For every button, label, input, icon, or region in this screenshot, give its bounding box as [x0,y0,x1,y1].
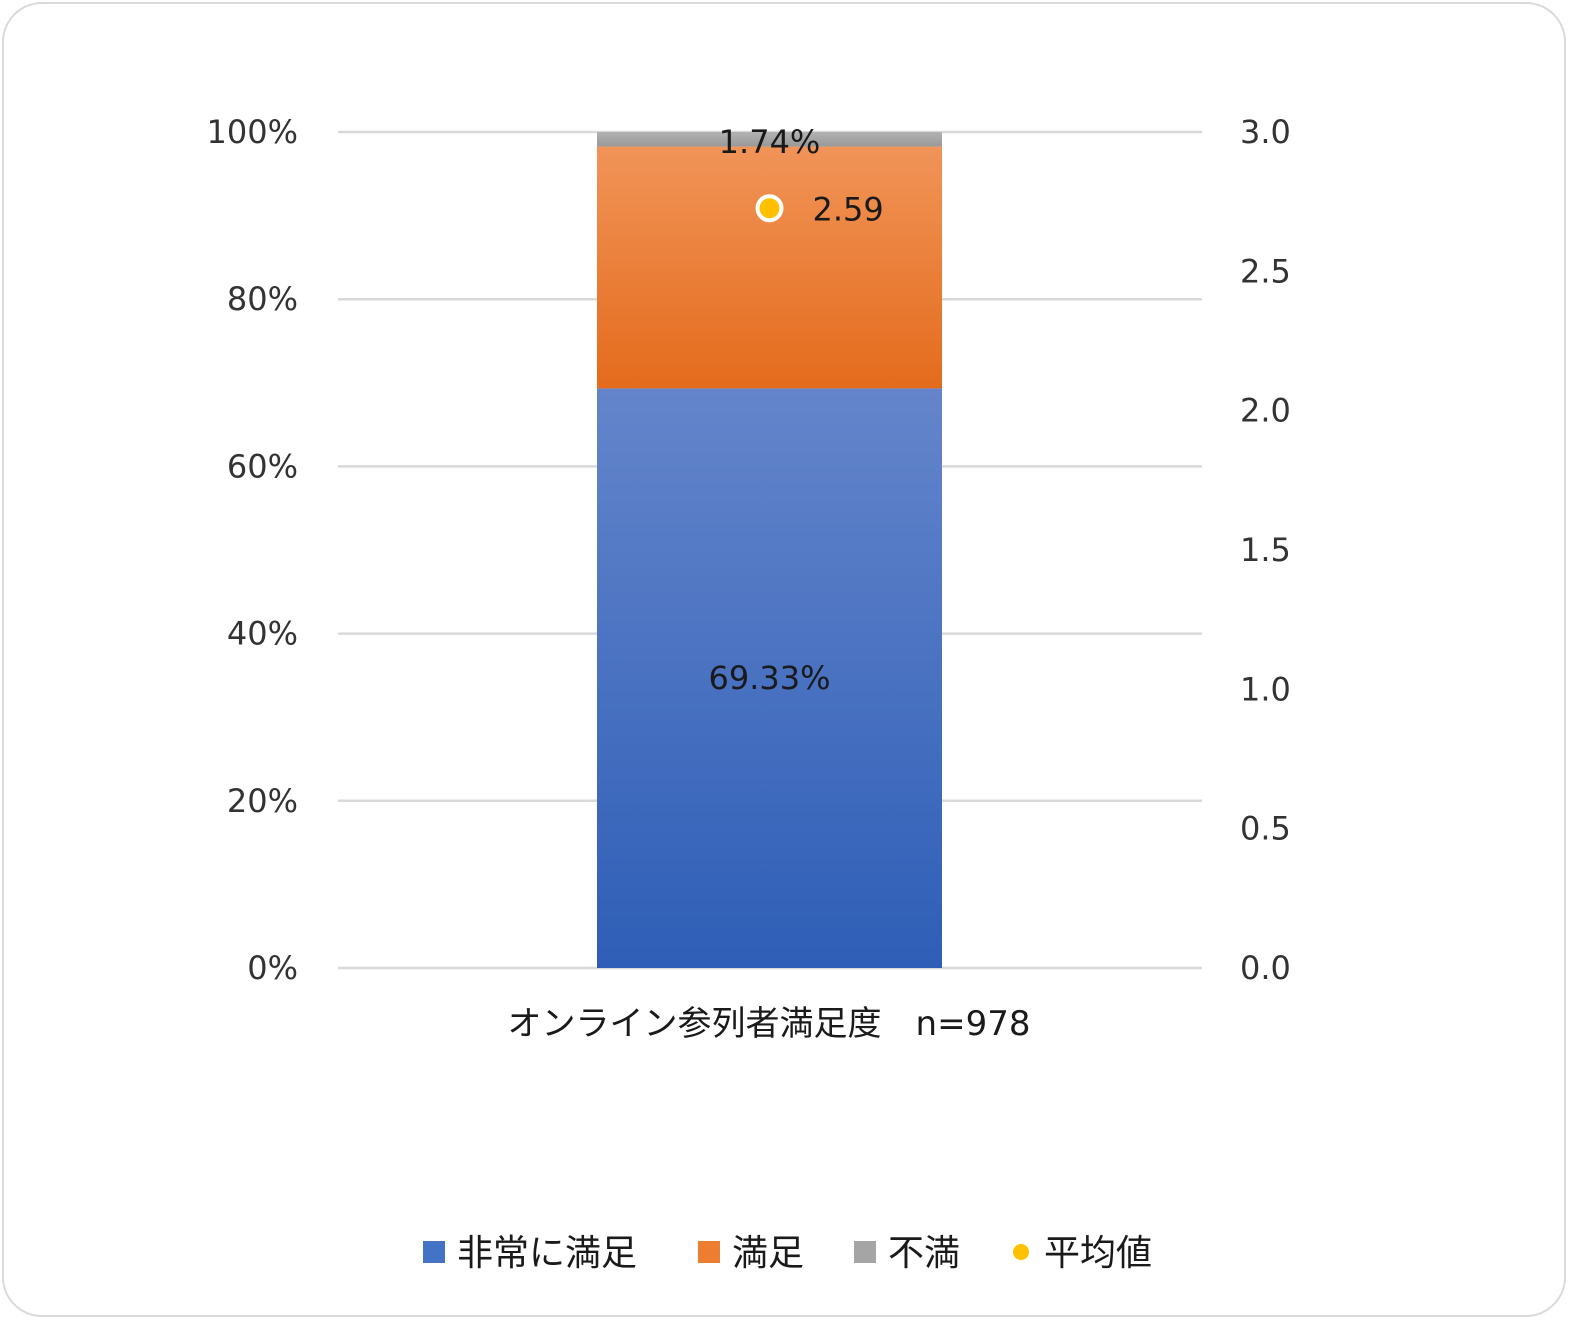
bars [597,132,942,968]
y-tick-label: 0% [247,949,298,987]
y-tick-label: 20% [227,782,298,820]
legend-dissatisfied-swatch [854,1241,876,1263]
y2-tick-label: 0.5 [1240,810,1291,848]
y-axis-left: 0% 20% 40% 60% 80% 100% [207,113,298,987]
average-label: 2.59 [813,190,884,228]
y-tick-label: 60% [227,447,298,485]
y2-tick-label: 1.0 [1240,670,1291,708]
average-marker [755,194,784,223]
bar-dissatisfied [597,132,942,147]
legend: 非常に満足 満足 不満 平均値 [423,1233,1152,1274]
y-axis-right: 0.0 0.5 1.0 1.5 2.0 2.5 3.0 [1240,113,1291,987]
y2-tick-label: 0.0 [1240,949,1291,987]
bar-satisfied [597,146,942,389]
legend-average-label: 平均値 [1044,1233,1152,1274]
y2-tick-label: 2.0 [1240,392,1291,430]
legend-satisfied-label: 満足 [732,1233,804,1274]
legend-satisfied-swatch [698,1241,720,1263]
legend-very-satisfied-label: 非常に満足 [457,1233,637,1274]
y-tick-label: 40% [227,615,298,653]
y-tick-label: 80% [227,280,298,318]
data-label: 69.33% [708,659,830,697]
y2-tick-label: 3.0 [1240,113,1291,151]
y2-tick-label: 1.5 [1240,531,1291,569]
bar-very-satisfied [597,388,942,968]
data-label: 1.74% [719,123,821,161]
y-tick-label: 100% [207,113,298,151]
legend-average-swatch [1013,1244,1029,1260]
y2-tick-label: 2.5 [1240,252,1291,290]
legend-very-satisfied-swatch [423,1241,445,1263]
category-label: オンライン参列者満足度 n=978 [508,1004,1031,1044]
data-labels: 69.33% 1.74% 2.59 [708,123,883,697]
legend-dissatisfied-label: 不満 [888,1233,960,1274]
